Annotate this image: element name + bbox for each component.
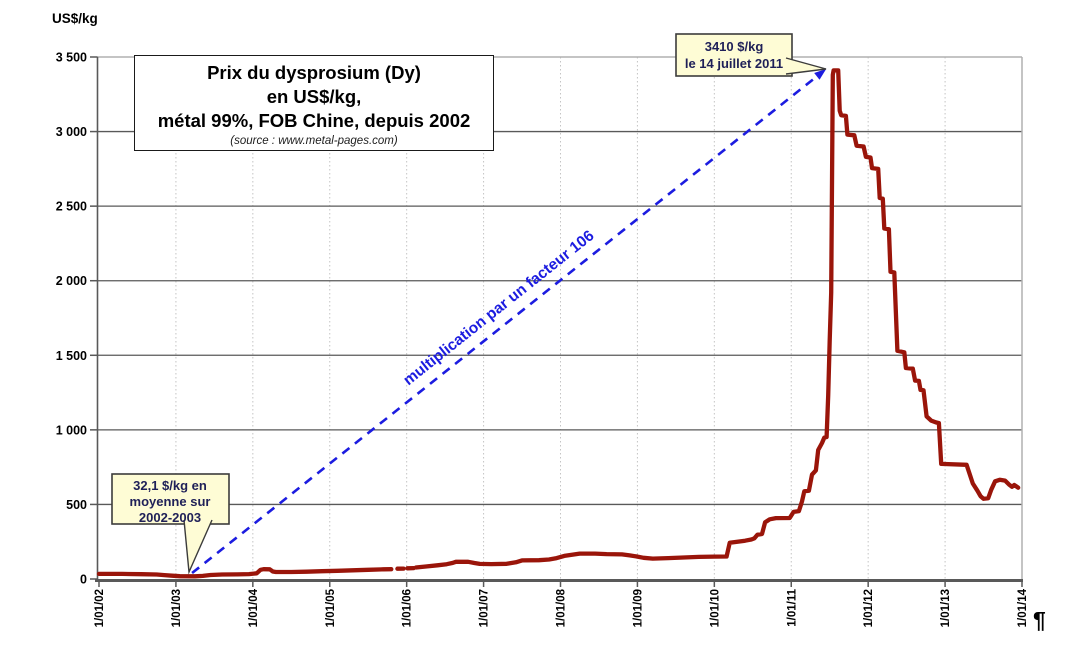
avg-callout-line1: 32,1 $/kg en — [133, 478, 207, 493]
arrow-annotation-label: multiplication par un facteur 106 — [400, 227, 598, 389]
trend-arrow — [191, 68, 827, 575]
x-tick-label: 1/01/13 — [940, 589, 952, 627]
x-axis-tick-labels: 1/01/02 1/01/03 1/01/04 1/01/05 1/01/06 1/01/… — [94, 588, 1029, 627]
arrow-shaft — [191, 73, 821, 575]
peak-callout-line1: 3410 $/kg — [705, 39, 764, 54]
chart-source-note: (source : www.metal-pages.com) — [230, 135, 398, 147]
price-line-series — [96, 68, 1021, 579]
avg-callout: 32,1 $/kg en moyenne sur 2002-2003 — [111, 473, 230, 575]
avg-callout-box — [111, 473, 230, 525]
y-axis-tick-labels: 0 500 1 000 1 500 2 000 2 500 3 000 3 500 — [56, 51, 87, 587]
paragraph-mark: ¶ — [1033, 607, 1046, 633]
peak-callout-line2: le 14 juillet 2011 — [685, 56, 783, 71]
peak-callout-pointer — [785, 57, 827, 75]
y-tick-label: 2 500 — [56, 200, 87, 214]
chart-title-line3: métal 99%, FOB Chine, depuis 2002 — [157, 110, 471, 131]
x-tick-label: 1/01/09 — [632, 589, 644, 627]
chart-title-line1: Prix du dysprosium (Dy) — [207, 62, 421, 83]
price-line-segment — [96, 567, 394, 579]
y-tick-label: 0 — [80, 573, 87, 587]
arrow-head — [814, 68, 827, 80]
vertical-gridlines — [175, 57, 946, 580]
x-tick-label: 1/01/04 — [248, 588, 260, 627]
y-tick-label: 3 000 — [56, 125, 87, 139]
x-tick-label: 1/01/03 — [171, 589, 183, 627]
axes — [90, 56, 1023, 587]
horizontal-gridlines — [97, 130, 1022, 506]
x-tick-label: 1/01/10 — [709, 589, 721, 627]
y-tick-label: 3 500 — [56, 51, 87, 65]
y-tick-label: 1 500 — [56, 349, 87, 363]
x-tick-label: 1/01/05 — [325, 588, 337, 627]
x-tick-label: 1/01/06 — [402, 589, 414, 627]
avg-callout-line3: 2002-2003 — [139, 510, 201, 525]
y-tick-label: 500 — [66, 498, 87, 512]
x-tick-label: 1/01/08 — [556, 588, 568, 627]
x-tick-label: 1/01/12 — [863, 589, 875, 627]
avg-callout-pointer — [183, 519, 213, 575]
x-tick-label: 1/01/02 — [94, 589, 106, 627]
y-axis-title: US$/kg — [52, 11, 98, 26]
chart-title-box: Prix du dysprosium (Dy) en US$/kg, métal… — [134, 55, 494, 151]
y-tick-label: 2 000 — [56, 274, 87, 288]
peak-callout: 3410 $/kg le 14 juillet 2011 — [675, 33, 827, 77]
avg-callout-line2: moyenne sur — [130, 494, 211, 509]
price-line-segment — [413, 68, 1021, 570]
x-tick-label: 1/01/07 — [479, 589, 491, 627]
chart-title-line2: en US$/kg, — [266, 86, 362, 107]
peak-callout-box — [675, 33, 793, 77]
x-tick-label: 1/01/11 — [786, 588, 798, 626]
y-tick-label: 1 000 — [56, 423, 87, 437]
x-tick-label: 1/01/14 — [1017, 588, 1029, 627]
